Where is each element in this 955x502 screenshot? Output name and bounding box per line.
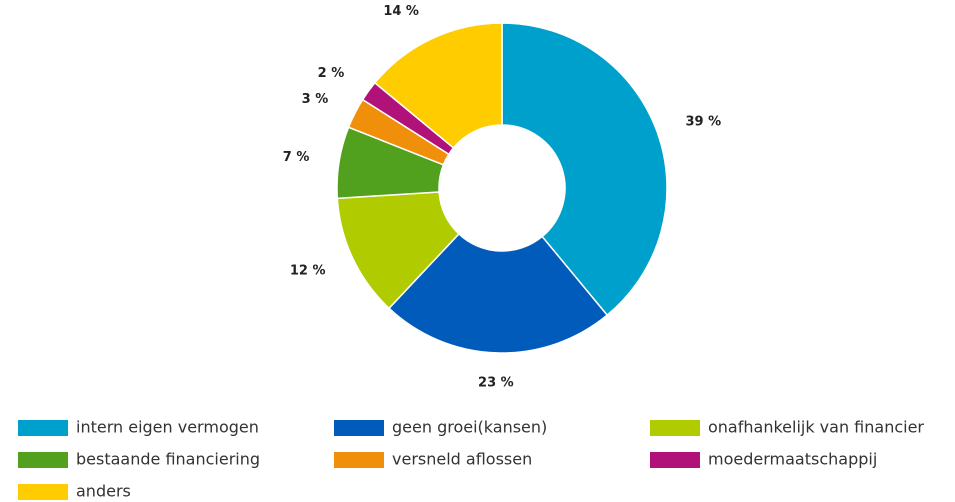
legend-label: moedermaatschappij bbox=[708, 450, 877, 469]
legend-label: onafhankelijk van financier bbox=[708, 418, 924, 437]
value-label: 39 % bbox=[685, 114, 721, 129]
value-label: 7 % bbox=[283, 150, 310, 165]
legend-swatch bbox=[334, 420, 384, 436]
legend-swatch bbox=[18, 452, 68, 468]
legend-label: intern eigen vermogen bbox=[76, 418, 259, 437]
legend-label: bestaande financiering bbox=[76, 450, 260, 469]
legend-label: anders bbox=[76, 482, 131, 501]
legend-swatch bbox=[334, 452, 384, 468]
value-label: 23 % bbox=[478, 375, 514, 390]
legend-swatch bbox=[650, 420, 700, 436]
value-label: 12 % bbox=[290, 264, 326, 279]
pie-slice bbox=[387, 232, 609, 354]
pie-slice bbox=[501, 22, 668, 317]
value-label: 14 % bbox=[383, 4, 419, 19]
pie-slice bbox=[373, 22, 503, 149]
legend-swatch bbox=[18, 484, 68, 500]
value-label: 2 % bbox=[318, 66, 345, 81]
value-label: 3 % bbox=[302, 92, 329, 107]
legend-label: versneld aflossen bbox=[392, 450, 532, 469]
legend-label: geen groei(kansen) bbox=[392, 418, 547, 437]
legend-swatch bbox=[650, 452, 700, 468]
legend-swatch bbox=[18, 420, 68, 436]
